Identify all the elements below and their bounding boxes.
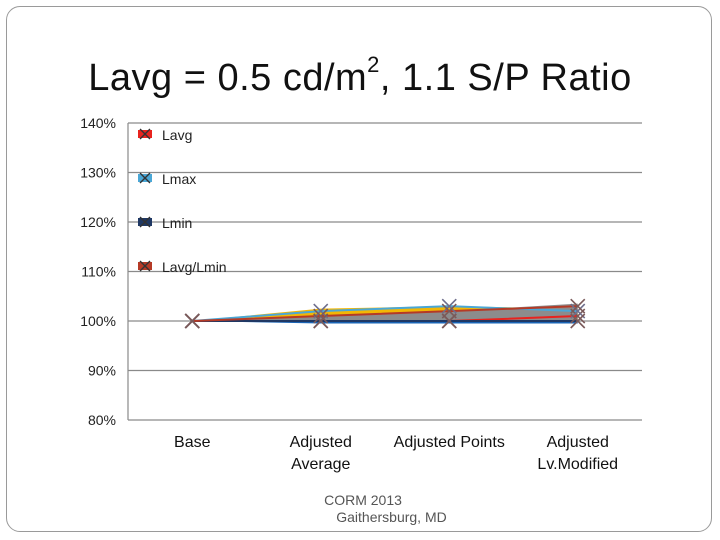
x-tick-label: Adjusted Average — [290, 434, 352, 473]
legend-marker — [139, 260, 151, 272]
title-tail: , 1.1 S/P Ratio — [379, 57, 632, 99]
x-tick-label: Base — [174, 434, 211, 451]
y-tick-label: 110% — [81, 264, 116, 280]
data-point-marker — [441, 298, 457, 314]
series-line — [192, 305, 578, 322]
legend-label: Lavg/Lmin — [162, 259, 227, 275]
legend-label: Lmin — [162, 215, 192, 231]
legend-label: Lavg — [162, 127, 192, 143]
y-tick-label: 80% — [88, 412, 116, 428]
legend-marker — [139, 216, 151, 228]
data-point-marker — [184, 313, 200, 329]
legend-label: Lmax — [162, 171, 196, 187]
y-tick-label: 100% — [80, 313, 116, 329]
data-point-marker — [570, 313, 586, 329]
data-point-marker — [570, 298, 586, 314]
slide-frame — [6, 6, 712, 532]
y-tick-label: 90% — [88, 363, 116, 379]
data-point-marker — [313, 308, 329, 324]
data-point-marker — [313, 313, 329, 329]
title-superscript: 2 — [367, 52, 380, 77]
x-tick-label: Adjusted Lv.Modified — [537, 434, 618, 473]
legend-marker — [139, 128, 151, 140]
legend-marker — [139, 172, 151, 184]
footer-location: Gaithersburg, MD — [336, 509, 447, 525]
data-point-marker — [441, 303, 457, 319]
area-layer — [192, 303, 578, 321]
x-tick-label: Adjusted Points — [394, 434, 505, 451]
title-main: Lavg = 0.5 cd/m — [88, 57, 368, 99]
y-tick-label: 130% — [80, 165, 116, 181]
slide-title: Lavg = 0.5 cd/m2, 1.1 S/P Ratio — [0, 52, 720, 100]
y-tick-label: 120% — [80, 214, 116, 230]
footer: CORM 2013 Gaithersburg, MD — [0, 492, 720, 526]
y-tick-label: 140% — [80, 115, 116, 131]
footer-org: CORM 2013 — [324, 492, 402, 508]
